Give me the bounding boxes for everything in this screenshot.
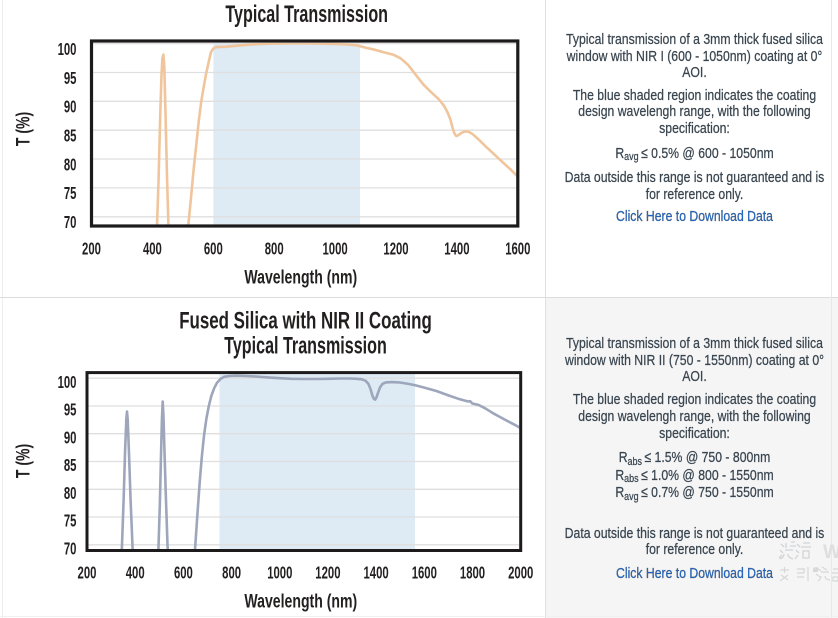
svg-text:100: 100 [58, 372, 77, 392]
svg-text:200: 200 [82, 239, 101, 259]
svg-text:Wavelength (nm): Wavelength (nm) [244, 266, 357, 288]
svg-text:600: 600 [204, 239, 223, 259]
svg-text:W: W [823, 542, 838, 563]
svg-text:85: 85 [64, 456, 77, 476]
svg-text:85: 85 [64, 126, 77, 146]
svg-text:75: 75 [64, 184, 77, 204]
svg-text:1000: 1000 [267, 563, 292, 583]
svg-text:2000: 2000 [508, 563, 533, 583]
svg-text:“: “ [813, 565, 818, 582]
svg-text:200: 200 [78, 563, 97, 583]
svg-text:95: 95 [64, 68, 77, 88]
svg-text:1800: 1800 [460, 563, 485, 583]
svg-text:Wavelength (nm): Wavelength (nm) [244, 590, 357, 612]
svg-text:T (%): T (%) [12, 444, 34, 478]
svg-text:600: 600 [174, 563, 193, 583]
svg-text:800: 800 [265, 239, 284, 259]
svg-text:80: 80 [64, 155, 77, 175]
svg-text:95: 95 [64, 400, 77, 420]
svg-text:70: 70 [64, 213, 77, 233]
svg-text:400: 400 [126, 563, 145, 583]
svg-text:Typical Transmission: Typical Transmission [225, 1, 388, 28]
svg-text:1000: 1000 [322, 239, 347, 259]
svg-text:400: 400 [143, 239, 162, 259]
svg-text:100: 100 [58, 39, 77, 59]
svg-text:90: 90 [64, 97, 77, 117]
svg-text:1400: 1400 [444, 239, 469, 259]
svg-text:1200: 1200 [315, 563, 340, 583]
svg-text:1200: 1200 [383, 239, 408, 259]
svg-text:75: 75 [64, 511, 77, 531]
svg-text:T (%): T (%) [12, 112, 34, 146]
svg-text:90: 90 [64, 428, 77, 448]
svg-text:Typical Transmission: Typical Transmission [224, 332, 387, 359]
svg-text:80: 80 [64, 483, 77, 503]
svg-text:1600: 1600 [412, 563, 437, 583]
svg-text:800: 800 [222, 563, 241, 583]
svg-text:Fused Silica with NIR II Coati: Fused Silica with NIR II Coating [179, 308, 432, 335]
svg-text:1600: 1600 [505, 239, 530, 259]
svg-text:70: 70 [64, 539, 77, 559]
svg-text:1400: 1400 [363, 563, 388, 583]
